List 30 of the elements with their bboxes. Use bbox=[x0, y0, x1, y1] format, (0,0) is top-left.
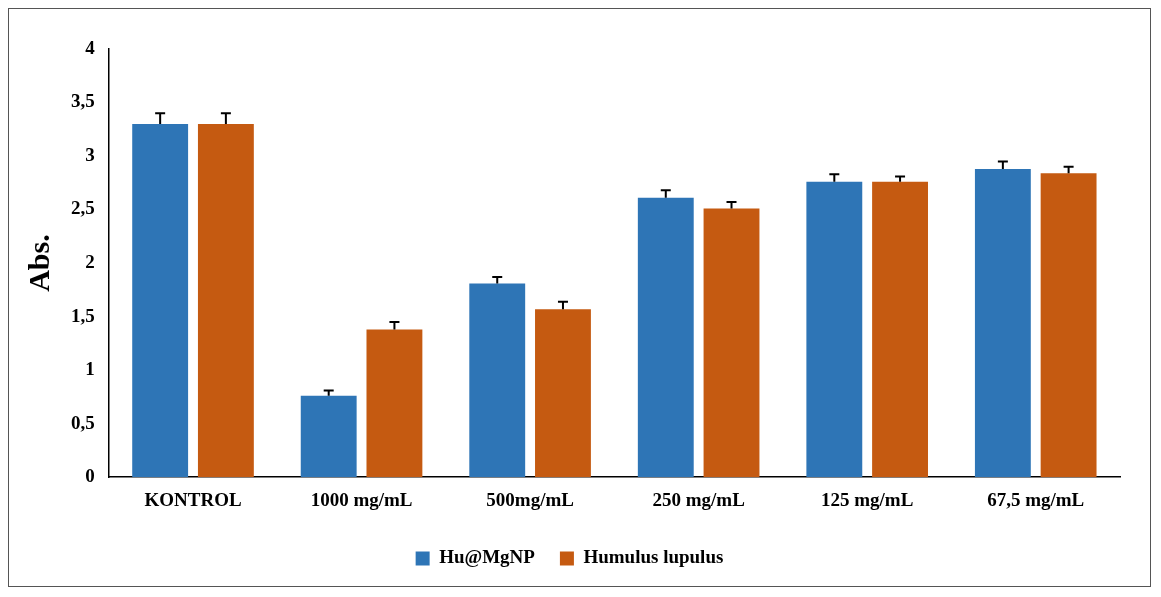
x-tick-label: 67,5 mg/mL bbox=[987, 488, 1085, 510]
x-tick-label: 125 mg/mL bbox=[821, 488, 914, 510]
bar bbox=[1040, 173, 1097, 478]
y-tick-label: 3,5 bbox=[71, 90, 95, 112]
y-tick-label: 0 bbox=[85, 465, 95, 487]
bar bbox=[300, 395, 357, 478]
bar bbox=[197, 123, 254, 478]
bar bbox=[366, 329, 423, 478]
x-tick-label: 1000 mg/mL bbox=[310, 488, 413, 510]
y-tick-label: 2 bbox=[85, 251, 95, 273]
bar bbox=[535, 309, 591, 478]
bar bbox=[974, 168, 1031, 478]
y-tick-label: 1 bbox=[85, 358, 95, 380]
y-tick-label: 2,5 bbox=[71, 197, 95, 219]
bar bbox=[637, 197, 694, 478]
bar bbox=[806, 181, 863, 478]
legend-label: Hu@MgNP bbox=[439, 546, 536, 568]
y-tick-label: 1,5 bbox=[71, 304, 95, 326]
y-tick-label: 3 bbox=[85, 143, 95, 165]
x-tick-label: KONTROL bbox=[144, 488, 242, 510]
bar bbox=[132, 123, 189, 478]
y-tick-label: 4 bbox=[85, 36, 96, 58]
y-axis-title: Abs. bbox=[21, 234, 55, 292]
bar bbox=[872, 181, 928, 478]
x-tick-label: 500mg/mL bbox=[486, 488, 574, 510]
bar bbox=[703, 208, 760, 478]
x-tick-label: 250 mg/mL bbox=[652, 488, 745, 510]
legend-label: Humulus lupulus bbox=[583, 546, 724, 568]
y-tick-label: 0,5 bbox=[71, 411, 95, 433]
bar bbox=[469, 283, 526, 478]
